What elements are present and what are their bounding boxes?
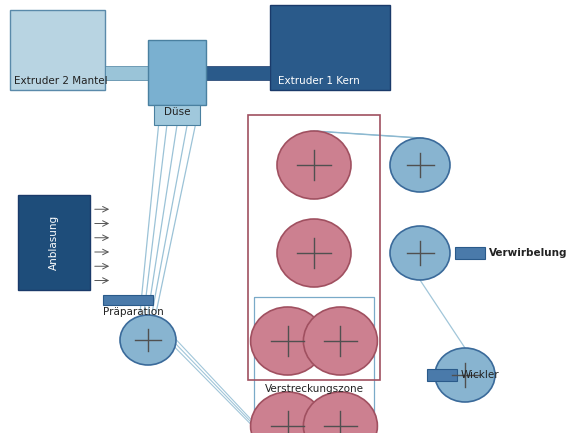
Bar [18,195,90,290]
Text: Anblasung: Anblasung [49,215,59,270]
Ellipse shape [251,307,325,375]
Bar [455,247,485,259]
Ellipse shape [390,138,450,192]
Ellipse shape [435,348,495,402]
Bar [248,115,380,380]
Ellipse shape [120,315,176,365]
Bar [254,297,374,433]
Bar [10,10,105,90]
Text: Verstreckungszone: Verstreckungszone [264,384,363,394]
Text: Extruder 1 Kern: Extruder 1 Kern [278,76,360,86]
Ellipse shape [304,392,377,433]
Bar [103,295,153,305]
Ellipse shape [390,226,450,280]
Bar [154,105,200,125]
Ellipse shape [251,392,325,433]
Bar [148,40,206,105]
Ellipse shape [304,307,377,375]
Text: Düse: Düse [164,107,190,117]
Bar [206,65,270,80]
Text: Wickler: Wickler [461,370,499,380]
Text: Verwirbelung: Verwirbelung [489,248,567,258]
Bar [270,5,390,90]
Bar [427,369,457,381]
Bar [105,65,148,80]
Ellipse shape [277,219,351,287]
Text: Präparation: Präparation [103,307,164,317]
Text: Extruder 2 Mantel: Extruder 2 Mantel [14,76,108,86]
Ellipse shape [277,131,351,199]
